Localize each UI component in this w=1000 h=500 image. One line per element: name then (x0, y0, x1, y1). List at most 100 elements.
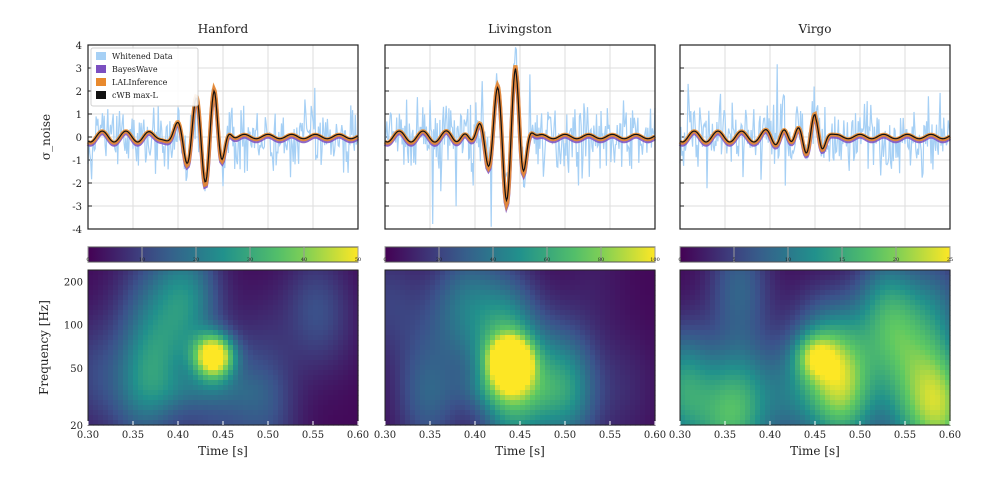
heatmap-cell (313, 280, 319, 286)
heatmap-cell (323, 300, 329, 306)
heatmap-cell (735, 420, 741, 426)
heatmap-cell (860, 275, 866, 281)
heatmap-cell (343, 280, 349, 286)
heatmap-cell (480, 415, 486, 421)
heatmap-cell (168, 395, 174, 401)
heatmap-cell (153, 400, 159, 406)
heatmap-cell (620, 400, 626, 406)
heatmap-cell (173, 385, 179, 391)
heatmap-cell (288, 350, 294, 356)
heatmap-cell (590, 420, 596, 426)
heatmap-cell (133, 280, 139, 286)
heatmap-cell (343, 380, 349, 386)
heatmap-cell (840, 410, 846, 416)
heatmap-cell (148, 270, 154, 276)
heatmap-cell (705, 280, 711, 286)
heatmap-cell (430, 305, 436, 311)
heatmap-cell (298, 340, 304, 346)
heatmap-cell (148, 410, 154, 416)
heatmap-cell (590, 285, 596, 291)
heatmap-cell (158, 335, 164, 341)
heatmap-cell (143, 280, 149, 286)
heatmap-cell (520, 285, 526, 291)
heatmap-cell (875, 395, 881, 401)
heatmap-cell (580, 410, 586, 416)
heatmap-cell (178, 330, 184, 336)
heatmap-cell (895, 375, 901, 381)
heatmap-cell (690, 370, 696, 376)
heatmap-cell (395, 320, 401, 326)
heatmap-cell (865, 395, 871, 401)
heatmap-cell (223, 365, 229, 371)
heatmap-cell (263, 420, 269, 426)
heatmap-cell (218, 290, 224, 296)
heatmap-cell (243, 295, 249, 301)
heatmap-cell (765, 370, 771, 376)
heatmap-cell (585, 285, 591, 291)
heatmap-cell (860, 290, 866, 296)
heatmap-cell (425, 355, 431, 361)
heatmap-cell (870, 275, 876, 281)
heatmap-cell (565, 390, 571, 396)
heatmap-cell (128, 400, 134, 406)
heatmap-cell (138, 355, 144, 361)
heatmap-cell (695, 375, 701, 381)
heatmap-cell (870, 360, 876, 366)
heatmap-cell (405, 375, 411, 381)
heatmap-cell (445, 280, 451, 286)
heatmap-cell (470, 415, 476, 421)
heatmap-cell (730, 385, 736, 391)
heatmap-cell (650, 285, 656, 291)
heatmap-cell (885, 395, 891, 401)
heatmap-cell (273, 270, 279, 276)
heatmap-cell (720, 420, 726, 426)
heatmap-cell (845, 370, 851, 376)
heatmap-cell (258, 380, 264, 386)
heatmap-cell (745, 405, 751, 411)
heatmap-cell (545, 270, 551, 276)
heatmap-cell (138, 290, 144, 296)
heatmap-cell (460, 350, 466, 356)
heatmap-cell (815, 415, 821, 421)
heatmap-cell (820, 280, 826, 286)
heatmap-cell (128, 340, 134, 346)
heatmap-cell (560, 355, 566, 361)
heatmap-cell (545, 340, 551, 346)
heatmap-cell (855, 270, 861, 276)
heatmap-cell (530, 415, 536, 421)
heatmap-cell (775, 360, 781, 366)
heatmap-cell (333, 340, 339, 346)
heatmap-cell (540, 395, 546, 401)
heatmap-cell (273, 355, 279, 361)
heatmap-cell (595, 420, 601, 426)
heatmap-cell (625, 365, 631, 371)
heatmap-cell (860, 280, 866, 286)
heatmap-cell (695, 340, 701, 346)
heatmap-cell (273, 310, 279, 316)
heatmap-cell (875, 340, 881, 346)
heatmap-cell (820, 330, 826, 336)
heatmap-cell (178, 395, 184, 401)
heatmap-cell (785, 375, 791, 381)
heatmap-cell (605, 325, 611, 331)
heatmap-cell (520, 385, 526, 391)
heatmap-cell (158, 395, 164, 401)
heatmap-cell (860, 415, 866, 421)
heatmap-cell (485, 320, 491, 326)
heatmap-cell (118, 405, 124, 411)
heatmap-cell (605, 370, 611, 376)
heatmap-cell (103, 285, 109, 291)
heatmap-cell (775, 280, 781, 286)
heatmap-cell (580, 275, 586, 281)
heatmap-cell (108, 345, 114, 351)
heatmap-cell (755, 355, 761, 361)
heatmap-cell (595, 275, 601, 281)
heatmap-cell (845, 415, 851, 421)
heatmap-cell (440, 340, 446, 346)
heatmap-cell (680, 340, 686, 346)
y-tick-label: -1 (72, 156, 82, 167)
heatmap-cell (620, 280, 626, 286)
heatmap-cell (485, 280, 491, 286)
heatmap-cell (635, 320, 641, 326)
